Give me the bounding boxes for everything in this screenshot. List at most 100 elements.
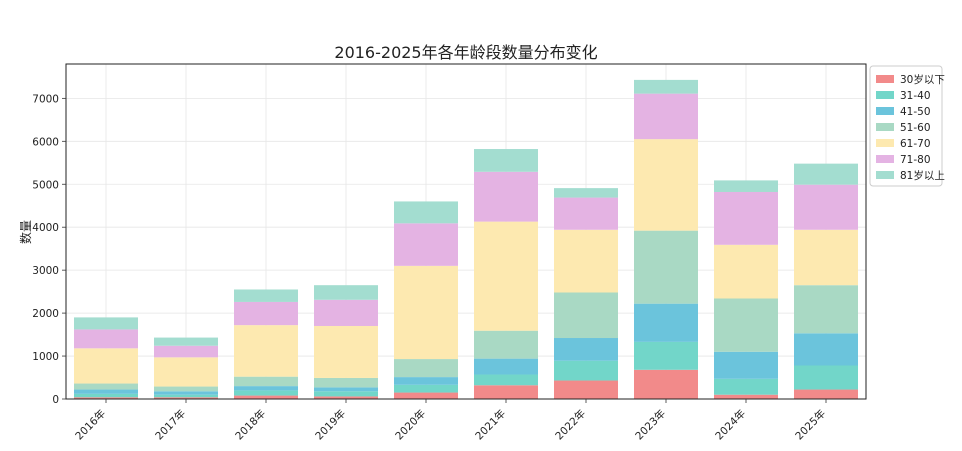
bar-2025年-41-50 bbox=[794, 333, 858, 366]
bar-2020年-41-50 bbox=[394, 377, 458, 385]
legend-label-71-80: 71-80 bbox=[900, 154, 931, 166]
y-tick-label-6: 6000 bbox=[32, 136, 59, 148]
legend: 30岁以下 31-40 41-50 51-60 61-70 71-80 81岁以上 bbox=[869, 65, 945, 187]
x-tick-label-4: 2020年 bbox=[393, 407, 429, 443]
legend-label-30岁以下: 30岁以下 bbox=[900, 73, 945, 86]
bar-2025年-71-80 bbox=[794, 184, 858, 230]
bar-2022年-30岁以下 bbox=[554, 380, 618, 399]
bar-2022年-41-50 bbox=[554, 338, 618, 361]
bar-2019年-61-70 bbox=[314, 325, 378, 378]
legend-swatch-81岁以上 bbox=[876, 171, 894, 179]
y-tick-label-1: 1000 bbox=[32, 351, 59, 363]
bar-2018年-51-60 bbox=[234, 376, 298, 387]
bar-2016年-51-60 bbox=[74, 383, 138, 390]
legend-swatch-30岁以下 bbox=[876, 75, 894, 83]
bar-2021年-71-80 bbox=[474, 171, 538, 222]
bar-2022年-81岁以上 bbox=[554, 188, 618, 198]
bar-2016年-41-50 bbox=[74, 389, 138, 394]
legend-swatch-51-60 bbox=[876, 123, 894, 131]
legend-swatch-61-70 bbox=[876, 139, 894, 147]
axes-layer bbox=[65, 63, 867, 400]
bar-2022年-31-40 bbox=[554, 360, 618, 381]
bar-2023年-30岁以下 bbox=[634, 369, 698, 399]
legend-label-81岁以上: 81岁以上 bbox=[900, 169, 945, 182]
bar-2025年-81岁以上 bbox=[794, 163, 858, 185]
bar-2017年-71-80 bbox=[154, 345, 218, 358]
bar-2016年-61-70 bbox=[74, 348, 138, 384]
bar-2021年-51-60 bbox=[474, 330, 538, 359]
bar-2018年-81岁以上 bbox=[234, 289, 298, 302]
bar-2021年-30岁以下 bbox=[474, 385, 538, 399]
bar-2016年-30岁以下 bbox=[74, 397, 138, 399]
legend-label-61-70: 61-70 bbox=[900, 138, 931, 150]
bar-2017年-81岁以上 bbox=[154, 337, 218, 346]
bar-2023年-61-70 bbox=[634, 139, 698, 231]
y-tick-label-7: 7000 bbox=[32, 93, 59, 105]
bar-2021年-31-40 bbox=[474, 374, 538, 386]
bar-2020年-71-80 bbox=[394, 223, 458, 266]
bar-2019年-41-50 bbox=[314, 387, 378, 392]
legend-swatch-41-50 bbox=[876, 107, 894, 115]
bar-2022年-61-70 bbox=[554, 229, 618, 293]
bar-2018年-61-70 bbox=[234, 325, 298, 377]
bar-2019年-51-60 bbox=[314, 377, 378, 388]
legend-swatch-31-40 bbox=[876, 91, 894, 99]
bar-2020年-31-40 bbox=[394, 384, 458, 393]
bar-2018年-31-40 bbox=[234, 390, 298, 396]
bar-2019年-81岁以上 bbox=[314, 285, 378, 300]
bar-2016年-31-40 bbox=[74, 393, 138, 398]
bars-layer bbox=[74, 79, 858, 399]
y-tick-label-2: 2000 bbox=[32, 308, 59, 320]
legend-label-41-50: 41-50 bbox=[900, 106, 931, 118]
bar-2023年-81岁以上 bbox=[634, 79, 698, 94]
bar-2017年-41-50 bbox=[154, 391, 218, 395]
bar-2024年-71-80 bbox=[714, 191, 778, 245]
legend-label-51-60: 51-60 bbox=[900, 122, 931, 134]
bar-2016年-81岁以上 bbox=[74, 317, 138, 330]
x-tick-label-0: 2016年 bbox=[73, 407, 109, 443]
bar-2019年-71-80 bbox=[314, 299, 378, 326]
bar-2025年-61-70 bbox=[794, 229, 858, 286]
legend-swatch-71-80 bbox=[876, 155, 894, 163]
y-axis-label: 数量 bbox=[18, 220, 33, 244]
bar-2018年-71-80 bbox=[234, 301, 298, 326]
bar-2017年-30岁以下 bbox=[154, 397, 218, 399]
bar-2021年-81岁以上 bbox=[474, 149, 538, 172]
bar-2021年-61-70 bbox=[474, 221, 538, 331]
bar-2020年-30岁以下 bbox=[394, 392, 458, 399]
bar-2022年-71-80 bbox=[554, 197, 618, 230]
bar-2019年-31-40 bbox=[314, 391, 378, 397]
bar-2024年-51-60 bbox=[714, 298, 778, 352]
bar-2024年-81岁以上 bbox=[714, 180, 778, 192]
y-tick-label-3: 3000 bbox=[32, 265, 59, 277]
bar-2018年-30岁以下 bbox=[234, 395, 298, 399]
bar-2024年-31-40 bbox=[714, 378, 778, 395]
bar-2020年-81岁以上 bbox=[394, 201, 458, 224]
legend-label-31-40: 31-40 bbox=[900, 90, 931, 102]
bar-2025年-51-60 bbox=[794, 285, 858, 334]
bar-2025年-31-40 bbox=[794, 365, 858, 390]
bar-2016年-71-80 bbox=[74, 329, 138, 349]
bar-2018年-41-50 bbox=[234, 386, 298, 391]
x-tick-label-2: 2018年 bbox=[233, 407, 269, 443]
bar-2024年-61-70 bbox=[714, 244, 778, 299]
bar-2020年-61-70 bbox=[394, 265, 458, 360]
bar-2025年-30岁以下 bbox=[794, 389, 858, 399]
y-tick-label-4: 4000 bbox=[32, 222, 59, 234]
x-tick-label-7: 2023年 bbox=[633, 407, 669, 443]
bar-2023年-41-50 bbox=[634, 303, 698, 342]
y-axis-ticks: 0 1000 2000 3000 4000 5000 6000 7000 bbox=[32, 93, 66, 406]
x-tick-label-9: 2025年 bbox=[793, 407, 829, 443]
bar-2017年-31-40 bbox=[154, 394, 218, 398]
x-axis-ticks: 2016年 2017年 2018年 2019年 2020年 2021年 2022年 2023年… bbox=[73, 399, 829, 443]
bar-2023年-31-40 bbox=[634, 341, 698, 370]
bar-2023年-51-60 bbox=[634, 230, 698, 304]
plot-frame bbox=[65, 63, 867, 400]
bar-2024年-41-50 bbox=[714, 351, 778, 379]
x-tick-label-3: 2019年 bbox=[313, 407, 349, 443]
bar-2017年-51-60 bbox=[154, 386, 218, 392]
x-tick-label-8: 2024年 bbox=[713, 407, 749, 443]
y-tick-label-0: 0 bbox=[52, 394, 59, 406]
